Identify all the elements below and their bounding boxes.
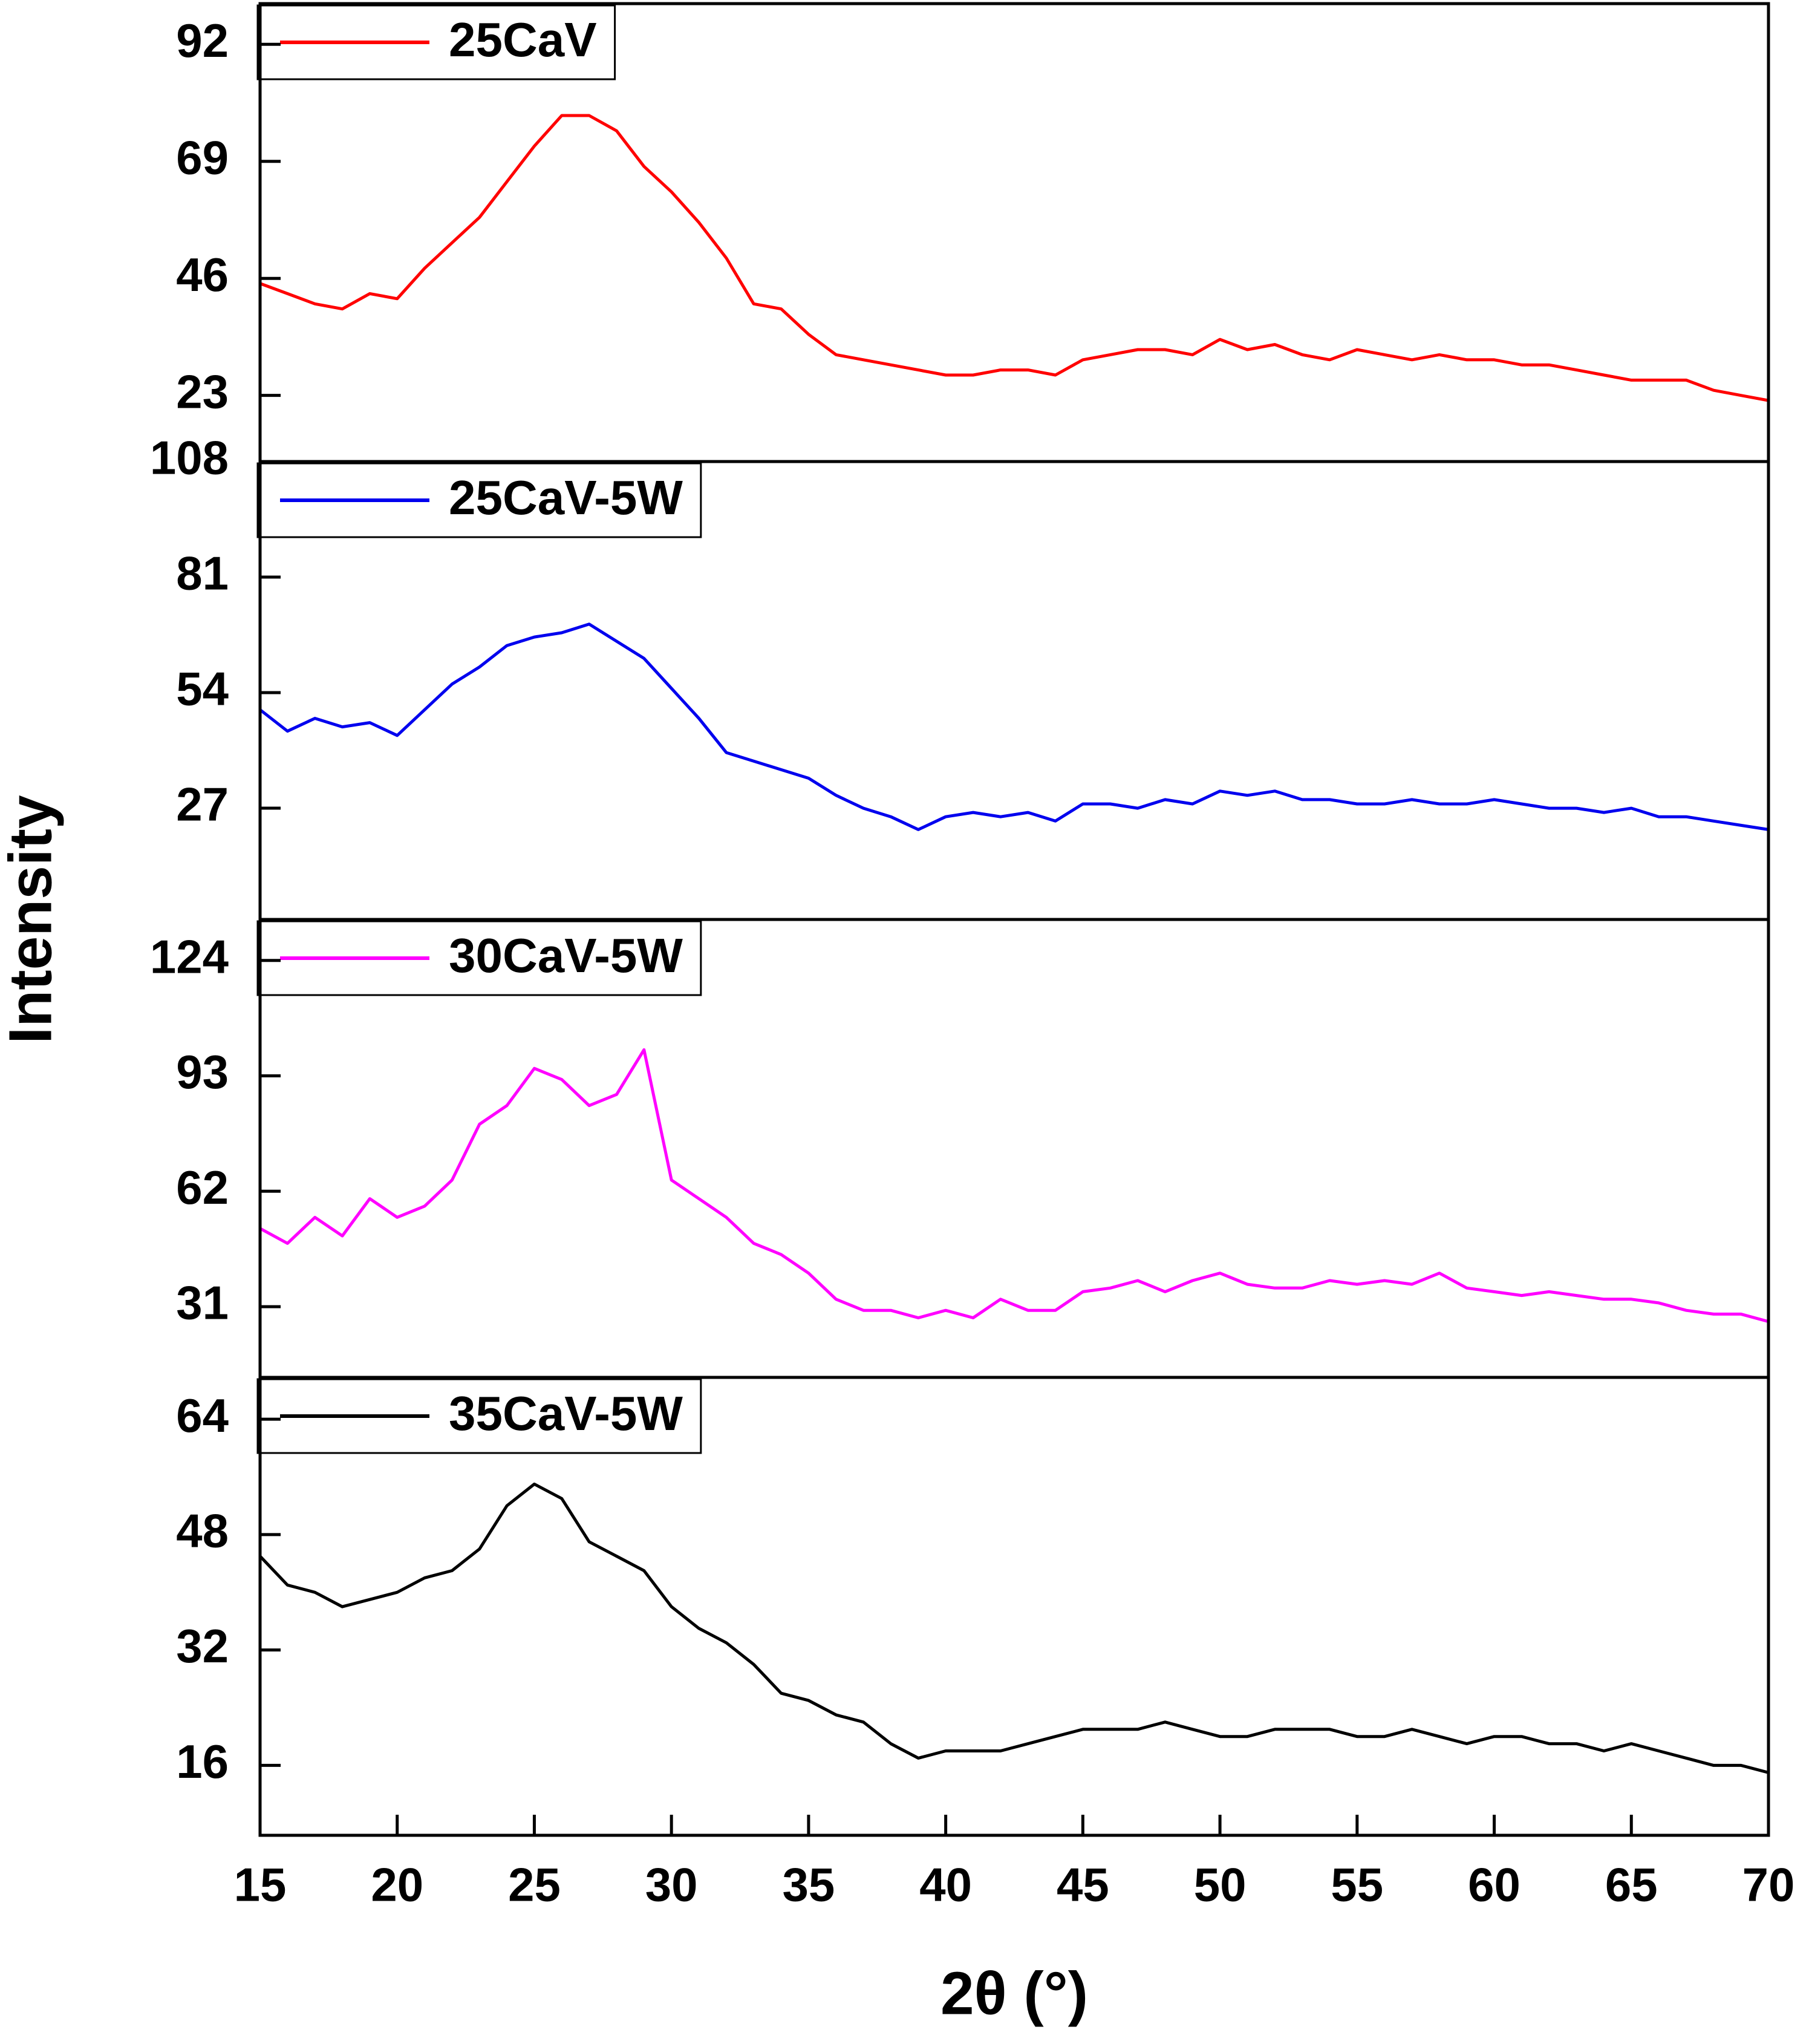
y-tick-label: 93 — [176, 1045, 229, 1099]
legend: 35CaV-5W — [256, 1378, 702, 1454]
x-tick-label: 30 — [645, 1858, 698, 1912]
data-line — [259, 622, 1769, 831]
x-tick-label: 70 — [1742, 1858, 1795, 1912]
legend-label: 35CaV-5W — [449, 1386, 683, 1440]
y-tick-label: 27 — [176, 778, 229, 831]
data-line — [259, 1482, 1769, 1774]
y-tick-label: 46 — [176, 248, 229, 301]
x-tick-label: 20 — [371, 1858, 423, 1912]
x-tick-label: 65 — [1605, 1858, 1658, 1912]
panel-frame — [258, 1376, 1770, 1837]
legend-label: 30CaV-5W — [449, 929, 683, 982]
y-tick-label: 108 — [150, 431, 229, 485]
x-tick-label: 15 — [234, 1858, 287, 1912]
legend: 25CaV — [256, 4, 616, 80]
x-tick-label: 50 — [1194, 1858, 1247, 1912]
y-tick-label: 64 — [176, 1389, 229, 1442]
x-tick-label: 40 — [919, 1858, 972, 1912]
y-tick-label: 23 — [176, 365, 229, 418]
legend: 30CaV-5W — [256, 920, 702, 996]
legend-label: 25CaV — [449, 13, 597, 67]
y-tick-label: 31 — [176, 1276, 229, 1330]
y-tick-label: 16 — [176, 1735, 229, 1788]
legend: 25CaV-5W — [256, 462, 702, 538]
y-tick-label: 54 — [176, 662, 229, 716]
x-tick-label: 55 — [1331, 1858, 1383, 1912]
y-tick-label: 32 — [176, 1619, 229, 1673]
data-line — [259, 1048, 1769, 1324]
x-axis-label: 2θ (°) — [940, 1959, 1088, 2027]
legend-label: 25CaV-5W — [449, 471, 683, 524]
x-tick-label: 45 — [1057, 1858, 1109, 1912]
y-tick-label: 69 — [176, 131, 229, 184]
y-tick-label: 124 — [150, 930, 229, 983]
y-tick-label: 81 — [176, 547, 229, 600]
x-tick-label: 60 — [1468, 1858, 1521, 1912]
data-line — [259, 114, 1769, 402]
x-tick-label: 35 — [783, 1858, 835, 1912]
y-axis-label: Intensity — [0, 795, 64, 1044]
y-tick-label: 62 — [176, 1161, 229, 1214]
y-tick-label: 92 — [176, 14, 229, 67]
x-tick-label: 25 — [508, 1858, 561, 1912]
y-tick-label: 48 — [176, 1504, 229, 1557]
